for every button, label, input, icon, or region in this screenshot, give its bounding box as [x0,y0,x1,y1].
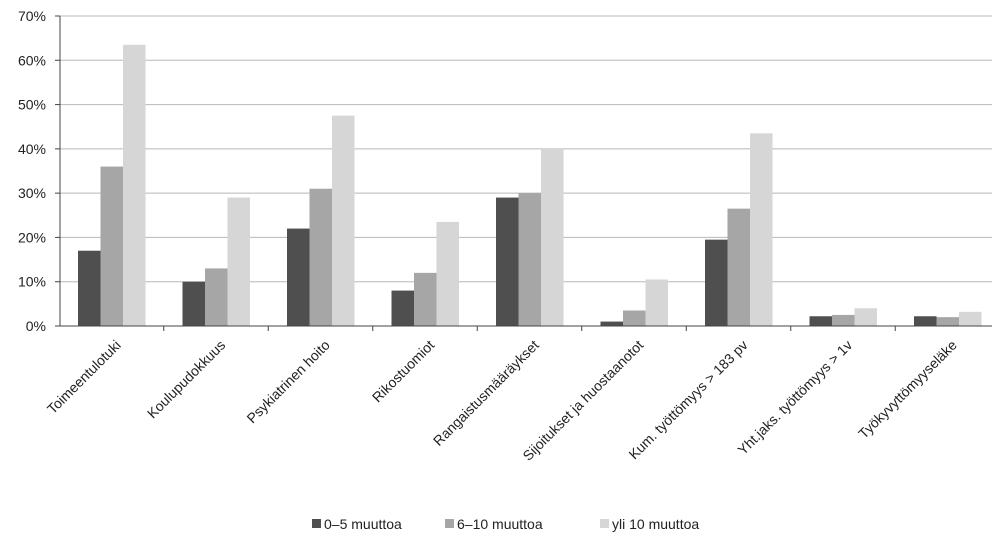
bar [914,316,937,326]
bar [436,221,459,326]
legend: 0–5 muuttoa 6–10 muuttoa yli 10 muuttoa [312,516,699,532]
x-category-label: Yht.jaks. työttömyys > 1v [734,337,855,458]
bar [309,188,332,326]
y-tick-label: 40% [18,141,46,157]
bar [100,166,123,326]
bar [936,317,959,326]
bar [541,148,564,326]
bars [78,44,982,327]
bar [78,250,101,326]
bar [809,316,832,326]
x-category-label: Rikostuomiot [369,337,438,406]
legend-swatch [600,519,609,528]
x-axis-categories: Toimeentulotuki Koulupudokkuus Psykiatrine… [44,326,960,464]
y-tick-label: 10% [18,274,46,290]
x-category-label: Psykiatrinen hoito [243,337,333,427]
legend-swatch [445,519,454,528]
bar [623,310,646,326]
y-tick-label: 60% [18,52,46,68]
bar [750,133,773,326]
x-category-label: Koulupudokkuus [144,337,229,422]
x-category-label: Rangaistusmääräykset [430,337,542,449]
bar [414,272,437,326]
y-tick-label: 0% [26,318,46,334]
axes [59,16,992,327]
bar [205,268,228,326]
bar [645,279,668,326]
bar [123,44,146,327]
bar [600,321,623,326]
legend-label: yli 10 muuttoa [612,516,699,532]
bar [705,239,728,326]
y-tick-label: 70% [18,8,46,24]
y-tick-label: 30% [18,185,46,201]
x-category-label: Toimeentulotuki [44,337,124,417]
x-category-label: Sijoitukset ja huostaanotot [519,337,646,464]
bar [832,314,855,326]
legend-swatch [312,519,321,528]
y-tick-label: 20% [18,229,46,245]
bar [854,308,877,326]
y-tick-label: 50% [18,97,46,113]
bar [332,115,355,327]
y-axis-ticks: 0% 10% 20% 30% 40% 50% 60% 70% [18,8,60,334]
bar [287,228,310,326]
bar [182,281,205,326]
bar [518,193,541,326]
legend-label: 0–5 muuttoa [324,516,402,532]
bar [496,197,519,326]
legend-label: 6–10 muuttoa [457,516,543,532]
bar [959,311,982,326]
bar [391,290,414,326]
bar [227,197,250,326]
x-category-label: Työkyvyttömyyseläke [855,337,960,442]
x-category-label: Kum. työttömyys > 183 pv [625,337,750,462]
bar [727,208,750,326]
